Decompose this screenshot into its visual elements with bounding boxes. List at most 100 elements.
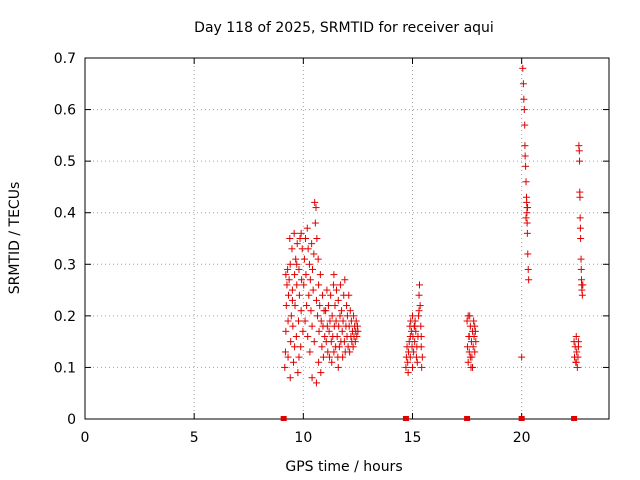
data-point: [308, 374, 316, 382]
data-point: [284, 353, 292, 361]
data-point: [291, 343, 299, 351]
data-point: [284, 265, 292, 273]
data-point: [305, 291, 313, 299]
data-point: [297, 307, 305, 315]
data-point: [287, 338, 295, 346]
x-axis-label: GPS time / hours: [285, 459, 402, 475]
data-point: [299, 327, 307, 335]
data-point: [416, 302, 424, 310]
data-point: [415, 281, 423, 289]
data-point: [327, 338, 335, 346]
data-point: [312, 296, 320, 304]
data-point: [286, 374, 294, 382]
data-point: [327, 291, 335, 299]
data-point: [406, 353, 414, 361]
data-point: [292, 332, 300, 340]
data-point: [471, 327, 479, 335]
data-point: [576, 157, 584, 165]
data-point: [288, 245, 296, 253]
data-point: [415, 291, 423, 299]
data-point: [521, 142, 529, 150]
data-point: [283, 281, 291, 289]
data-point: [322, 307, 330, 315]
data-point: [333, 286, 341, 294]
data-point: [576, 214, 584, 222]
data-point: [282, 327, 290, 335]
data-point: [463, 317, 471, 325]
y-tick-label: 0: [67, 412, 76, 428]
data-point: [311, 219, 319, 227]
data-point: [313, 235, 321, 242]
data-point: [353, 332, 361, 340]
data-point: [524, 265, 532, 273]
data-point: [469, 363, 477, 371]
data-point: [304, 245, 312, 253]
data-point: [314, 312, 322, 320]
data-point: [304, 332, 312, 340]
data-point: [298, 245, 306, 253]
data-point: [411, 322, 419, 330]
data-point: [310, 250, 318, 258]
data-point: [354, 327, 362, 335]
data-point: [338, 307, 346, 315]
data-point: [523, 204, 531, 212]
data-point: [521, 152, 529, 160]
data-point: [346, 307, 354, 315]
data-point: [302, 271, 310, 279]
data-point: [319, 353, 327, 361]
data-point: [282, 271, 290, 279]
data-point: [470, 317, 478, 325]
data-point: [346, 348, 354, 356]
data-point: [330, 271, 338, 279]
chart-title: Day 118 of 2025, SRMTID for receiver aqu…: [194, 20, 494, 36]
data-point: [293, 260, 301, 268]
y-tick-label: 0.7: [54, 51, 76, 67]
y-tick-label: 0.3: [54, 257, 76, 273]
data-point: [297, 343, 305, 351]
data-point: [315, 358, 323, 366]
data-point: [519, 64, 527, 72]
data-point: [321, 332, 329, 340]
data-point: [471, 348, 479, 356]
data-point: [324, 348, 332, 356]
data-point: [305, 260, 313, 268]
data-point: [577, 265, 585, 273]
data-point: [323, 286, 331, 294]
data-point: [333, 332, 341, 340]
zero-marker: [571, 416, 578, 421]
y-tick-label: 0.2: [54, 309, 76, 325]
data-point: [281, 363, 289, 371]
data-point: [339, 317, 347, 325]
data-point: [328, 312, 336, 320]
data-points: [280, 64, 587, 421]
y-tick-label: 0.4: [54, 206, 76, 222]
grid-lines: [85, 58, 609, 419]
data-point: [518, 353, 526, 361]
data-point: [523, 229, 531, 237]
data-point: [575, 147, 583, 155]
data-point: [464, 358, 472, 366]
data-point: [316, 302, 324, 310]
data-point: [345, 291, 353, 299]
data-point: [336, 281, 344, 289]
data-point: [311, 198, 319, 206]
data-point: [520, 95, 528, 103]
data-point: [417, 332, 425, 340]
data-point: [294, 369, 302, 377]
data-point: [289, 322, 297, 330]
data-point: [413, 358, 421, 366]
data-point: [315, 327, 323, 335]
data-point: [309, 286, 317, 294]
data-point: [295, 317, 303, 325]
data-point: [298, 276, 306, 284]
data-point: [288, 296, 296, 304]
zero-marker: [464, 416, 471, 421]
data-point: [286, 260, 294, 268]
data-point: [572, 332, 580, 340]
data-point: [326, 353, 334, 361]
data-point: [334, 363, 342, 371]
data-point: [573, 348, 581, 356]
data-point: [576, 224, 584, 232]
data-point: [295, 265, 303, 273]
data-point: [300, 281, 308, 289]
